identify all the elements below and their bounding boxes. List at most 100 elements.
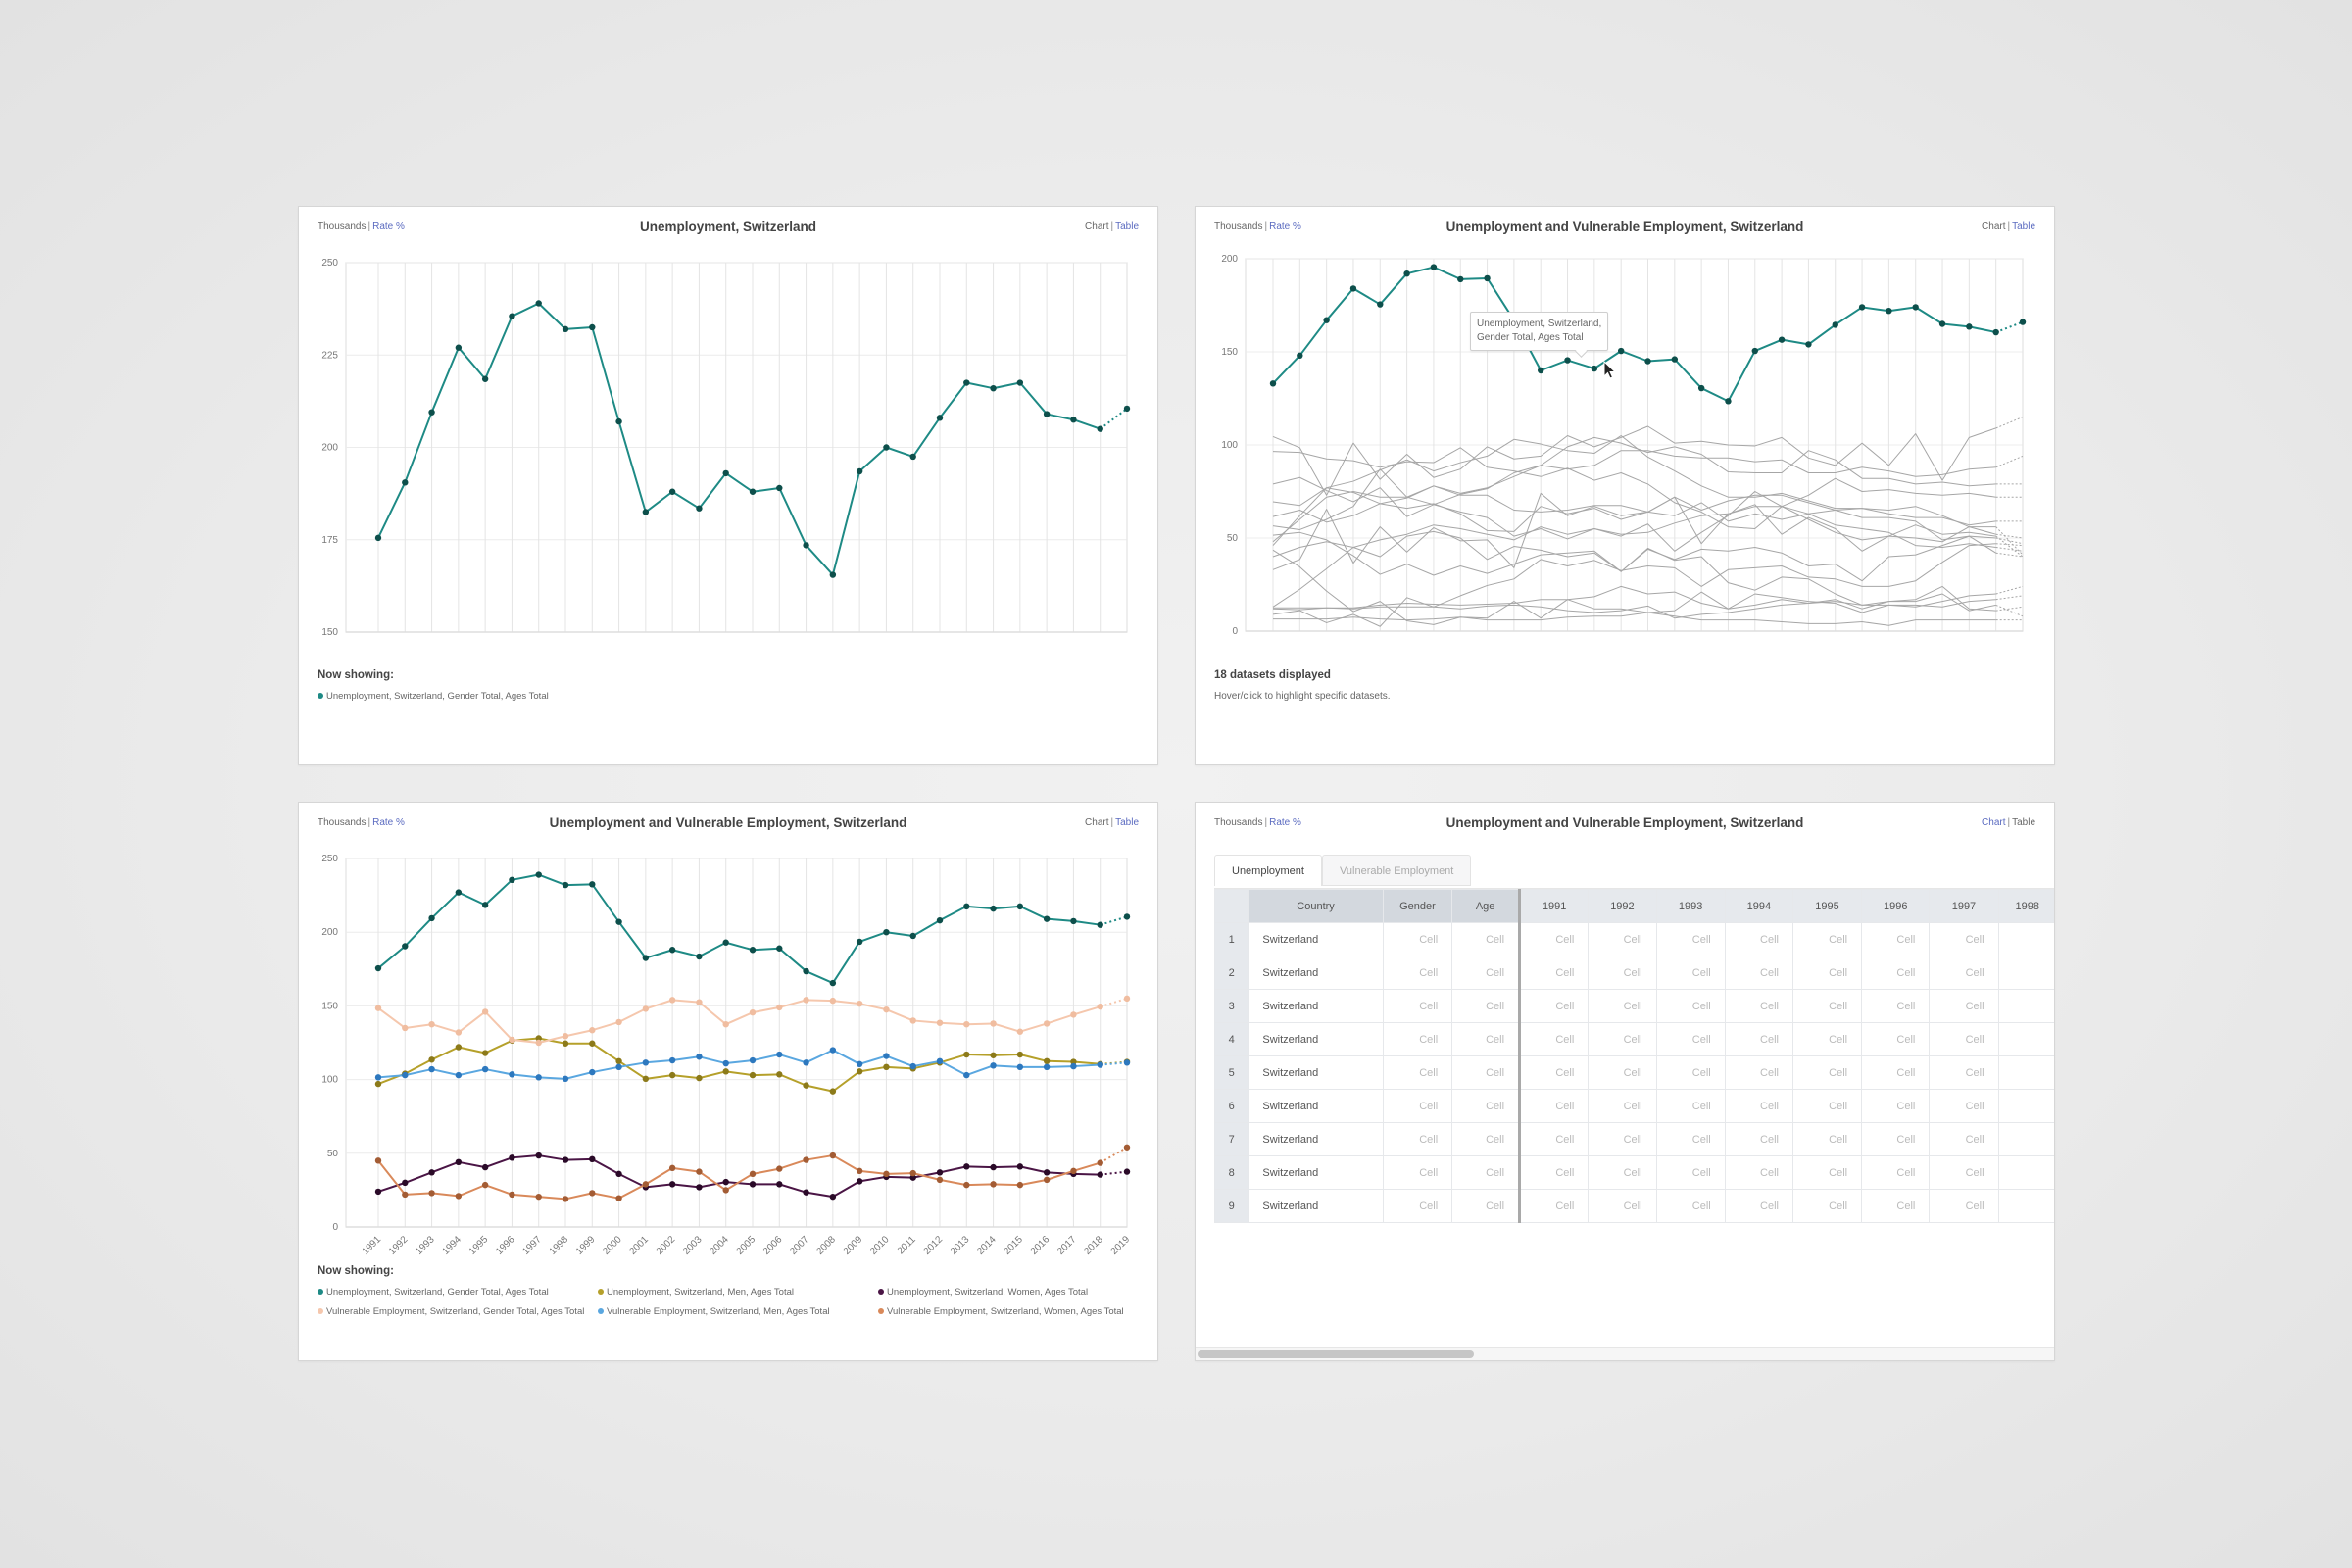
data-cell[interactable]: Cell xyxy=(1861,1022,1931,1056)
data-point[interactable] xyxy=(562,1196,569,1202)
data-point[interactable] xyxy=(1123,405,1131,413)
data-point[interactable] xyxy=(642,1075,650,1083)
data-point[interactable] xyxy=(455,1044,463,1051)
data-point[interactable] xyxy=(642,509,650,515)
data-point[interactable] xyxy=(374,1004,382,1011)
view-table-option[interactable]: Table xyxy=(1115,221,1139,232)
data-point[interactable] xyxy=(1070,1062,1077,1070)
data-cell[interactable]: Cell xyxy=(1451,1022,1522,1056)
data-cell[interactable]: Cell xyxy=(1929,1089,1999,1123)
data-point[interactable] xyxy=(829,1088,837,1095)
series-line[interactable] xyxy=(374,995,1131,1047)
data-point[interactable] xyxy=(1043,1176,1051,1184)
data-point[interactable] xyxy=(428,1169,435,1176)
data-point[interactable] xyxy=(936,916,944,924)
data-point[interactable] xyxy=(722,1187,729,1194)
data-point[interactable] xyxy=(1016,379,1024,386)
legend-item[interactable]: Vulnerable Employment, Switzerland, Men,… xyxy=(598,1305,878,1318)
units-thousands-option[interactable]: Thousands xyxy=(1214,221,1263,232)
data-point[interactable] xyxy=(856,1000,863,1007)
horizontal-scrollbar[interactable] xyxy=(1196,1347,2054,1360)
dataset-line[interactable] xyxy=(1272,492,2024,570)
tab-unemployment[interactable]: Unemployment xyxy=(1214,855,1322,886)
data-cell[interactable]: Cell xyxy=(1929,922,1999,956)
data-point[interactable] xyxy=(1725,398,1732,405)
country-cell[interactable]: Switzerland xyxy=(1248,1189,1384,1223)
data-point[interactable] xyxy=(428,1065,435,1073)
data-cell[interactable]: Cell xyxy=(1655,1122,1726,1156)
data-point[interactable] xyxy=(1097,1159,1103,1166)
data-point[interactable] xyxy=(1043,411,1051,417)
data-point[interactable] xyxy=(668,997,676,1004)
data-point[interactable] xyxy=(1966,323,1973,330)
data-point[interactable] xyxy=(803,1082,809,1089)
data-point[interactable] xyxy=(562,1075,569,1083)
data-point[interactable] xyxy=(481,1050,489,1056)
series-line[interactable] xyxy=(374,300,1131,578)
data-point[interactable] xyxy=(1697,384,1705,392)
data-point[interactable] xyxy=(481,1065,489,1073)
country-cell[interactable]: Switzerland xyxy=(1248,1055,1384,1090)
dataset-line[interactable] xyxy=(1272,436,2023,517)
data-point[interactable] xyxy=(374,1074,382,1081)
tab-vulnerable-employment[interactable]: Vulnerable Employment xyxy=(1321,855,1472,886)
data-point[interactable] xyxy=(1123,995,1131,1003)
data-cell[interactable]: Cell xyxy=(1588,1089,1657,1123)
data-point[interactable] xyxy=(1123,1059,1131,1066)
data-cell[interactable]: Cell xyxy=(1451,922,1522,956)
data-point[interactable] xyxy=(374,964,382,972)
dataset-line[interactable] xyxy=(1272,549,2024,625)
data-point[interactable] xyxy=(936,1057,944,1064)
country-cell[interactable]: Switzerland xyxy=(1248,1022,1384,1056)
column-header[interactable]: Gender xyxy=(1382,889,1453,923)
dataset-line[interactable] xyxy=(1272,485,2024,545)
data-point[interactable] xyxy=(589,1155,596,1163)
data-cell[interactable]: Cell xyxy=(1519,1155,1590,1190)
data-cell[interactable]: Cell xyxy=(1929,956,1999,990)
data-cell[interactable]: Cell xyxy=(1451,1122,1522,1156)
country-cell[interactable]: Switzerland xyxy=(1248,1155,1384,1190)
data-point[interactable] xyxy=(1992,328,1999,336)
row-number[interactable]: 1 xyxy=(1214,922,1250,956)
row-number[interactable]: 3 xyxy=(1214,989,1250,1023)
data-cell[interactable]: Cell xyxy=(1929,1022,1999,1056)
data-point[interactable] xyxy=(1778,336,1786,343)
data-point[interactable] xyxy=(1097,1061,1103,1068)
data-cell[interactable]: Cell xyxy=(1724,1055,1793,1090)
data-point[interactable] xyxy=(1016,1163,1024,1170)
data-cell[interactable]: Cell xyxy=(1861,1089,1931,1123)
data-point[interactable] xyxy=(1097,425,1103,432)
data-point[interactable] xyxy=(696,1074,703,1082)
data-point[interactable] xyxy=(909,1174,916,1181)
view-table-option[interactable]: Table xyxy=(2012,221,2035,232)
data-cell[interactable]: Cell xyxy=(1588,989,1657,1023)
data-point[interactable] xyxy=(776,1051,783,1058)
data-point[interactable] xyxy=(963,1181,970,1189)
data-cell[interactable]: Cell xyxy=(1451,989,1522,1023)
data-point[interactable] xyxy=(481,1163,489,1171)
data-cell[interactable]: Cell xyxy=(1382,1155,1453,1190)
data-point[interactable] xyxy=(1070,1058,1077,1065)
data-point[interactable] xyxy=(1617,347,1625,355)
data-point[interactable] xyxy=(374,1157,382,1164)
data-point[interactable] xyxy=(1751,347,1758,355)
data-point[interactable] xyxy=(963,903,970,910)
data-cell[interactable]: Cell xyxy=(1791,922,1863,956)
data-point[interactable] xyxy=(803,1156,809,1163)
data-cell[interactable]: Cell xyxy=(1655,989,1726,1023)
data-point[interactable] xyxy=(535,1035,542,1042)
data-cell[interactable]: Cell xyxy=(1382,922,1453,956)
data-cell[interactable]: Cell xyxy=(1929,1055,1999,1090)
data-point[interactable] xyxy=(509,1191,515,1199)
data-cell[interactable]: Cell xyxy=(1791,1189,1863,1223)
data-point[interactable] xyxy=(642,1059,650,1066)
data-cell[interactable]: Cell xyxy=(1791,1089,1863,1123)
data-point[interactable] xyxy=(696,1168,703,1175)
data-cell[interactable]: Cell xyxy=(1655,1155,1726,1190)
dataset-line[interactable] xyxy=(1272,506,2024,558)
data-point[interactable] xyxy=(562,1033,569,1040)
dataset-line[interactable] xyxy=(1273,585,2024,612)
data-point[interactable] xyxy=(481,902,489,908)
units-rate-option[interactable]: Rate % xyxy=(372,221,405,232)
data-point[interactable] xyxy=(856,1068,863,1075)
